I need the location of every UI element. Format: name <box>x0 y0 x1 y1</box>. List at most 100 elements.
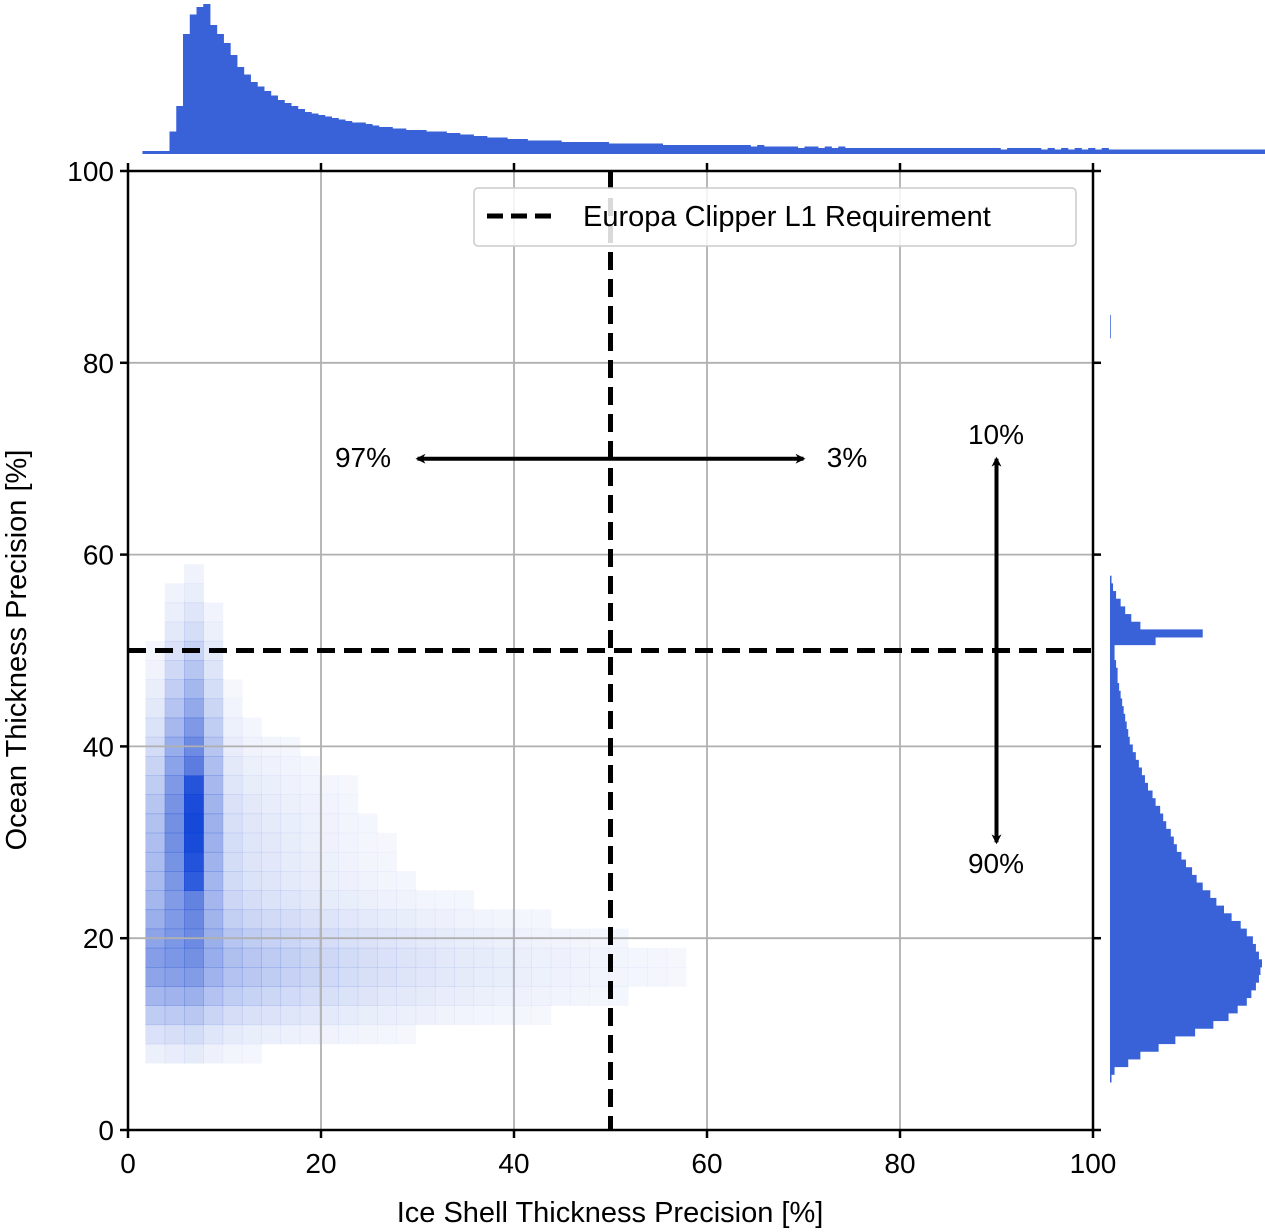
heatmap-cell <box>627 967 648 987</box>
top-hist-bar <box>716 145 724 154</box>
heatmap-cell <box>647 967 668 987</box>
heatmap-cell <box>319 813 339 834</box>
top-hist-bar <box>345 121 353 154</box>
right-hist-bar <box>1110 322 1111 331</box>
heatmap-cell <box>261 947 282 968</box>
right-hist-bar <box>1110 905 1224 914</box>
right-hist-bar <box>1110 775 1145 784</box>
top-hist-bar <box>1142 149 1150 154</box>
heatmap-cell <box>184 986 204 1006</box>
heatmap-cell <box>222 775 243 795</box>
top-hist-bar <box>155 151 164 154</box>
heatmap-cell <box>338 986 359 1006</box>
heatmap-cell <box>299 1005 320 1026</box>
top-hist-bar <box>838 146 846 154</box>
heatmap-cell <box>203 909 224 930</box>
top-hist-bar <box>581 142 589 154</box>
heatmap-cell <box>184 947 204 968</box>
top-hist-bar <box>520 139 528 154</box>
right-hist-bar <box>1110 798 1156 807</box>
heatmap-cell <box>145 1024 166 1045</box>
top-hist-bar <box>419 130 427 154</box>
right-hist-bar <box>1110 859 1186 868</box>
heatmap-cell <box>203 756 224 776</box>
y-tick-label: 80 <box>83 348 114 379</box>
top-hist-bar <box>669 145 677 154</box>
top-hist-bar <box>304 112 312 154</box>
heatmap-cell <box>570 947 590 968</box>
right-hist-bar <box>1110 629 1203 638</box>
top-hist-bar <box>210 25 218 154</box>
legend-label: Europa Clipper L1 Requirement <box>583 201 991 233</box>
top-hist-bar <box>628 143 636 154</box>
heatmap-cell <box>299 775 320 795</box>
heatmap-cell <box>145 813 166 834</box>
right-hist-bar <box>1110 706 1124 715</box>
top-hist-bar <box>1047 148 1055 154</box>
heatmap-cell <box>338 967 359 987</box>
heatmap-cell <box>319 851 339 872</box>
top-hist-bar <box>1061 148 1069 154</box>
top-hist-bar <box>1101 148 1109 154</box>
heatmap-cell <box>164 660 185 680</box>
heatmap-cell <box>396 871 417 891</box>
right-hist-bar <box>1110 667 1118 676</box>
heatmap-cell <box>377 851 397 872</box>
top-hist-bar <box>730 145 738 154</box>
heatmap-cell <box>241 1005 262 1026</box>
heatmap-cell <box>203 698 224 719</box>
top-hist-bar <box>1230 149 1238 154</box>
top-hist-bar <box>1223 149 1231 154</box>
top-hist-bar <box>1162 149 1170 154</box>
heatmap-cell <box>338 871 359 891</box>
heatmap-cell <box>184 679 204 700</box>
top-hist-bar <box>1000 149 1008 154</box>
heatmap-cell <box>377 909 397 930</box>
top-hist-bar <box>1209 149 1217 154</box>
heatmap-cell <box>222 756 243 776</box>
top-hist-bar <box>183 34 191 154</box>
heatmap-cell <box>164 756 185 776</box>
heatmap-cell <box>203 679 224 700</box>
right-hist-bar <box>1110 943 1256 953</box>
heatmap-cell <box>280 986 301 1006</box>
heatmap-cell <box>184 967 204 987</box>
top-histogram <box>142 4 1265 154</box>
heatmap-cell <box>627 947 648 968</box>
heatmap-cell <box>241 1043 262 1064</box>
top-hist-bar <box>426 131 434 154</box>
right-hist-bar <box>1110 782 1148 791</box>
top-hist-bar <box>169 131 177 154</box>
heatmap-cell <box>434 967 455 987</box>
heatmap-cell <box>145 717 166 738</box>
top-hist-bar <box>1034 148 1042 154</box>
heatmap-cell <box>454 947 475 968</box>
heatmap-cell <box>338 1005 359 1026</box>
top-hist-bar <box>750 146 758 154</box>
top-hist-bar <box>1074 148 1082 154</box>
y-axis-label: Ocean Thickness Precision [%] <box>1 450 33 851</box>
heatmap-cell <box>241 756 262 776</box>
top-hist-bar <box>1135 149 1143 154</box>
heatmap-cell <box>164 967 185 987</box>
heatmap-cell <box>145 679 166 700</box>
axis-ticks: 0 20 40 60 80 100 0 20 40 60 80 100 <box>67 156 1116 1179</box>
top-hist-bar <box>439 131 447 154</box>
x-tick-label: 20 <box>305 1148 336 1179</box>
top-hist-bar <box>385 127 393 154</box>
heatmap-cell <box>280 1024 301 1045</box>
top-hist-bar <box>615 143 623 154</box>
heatmap-cell <box>203 717 224 738</box>
heatmap-cell <box>184 621 204 642</box>
heatmap-cell <box>338 775 359 795</box>
top-hist-bar <box>790 146 799 154</box>
annotation-97: 97% <box>335 442 391 473</box>
top-hist-bar <box>919 148 927 154</box>
heatmap-cell <box>589 967 610 987</box>
top-hist-bar <box>723 145 731 154</box>
heatmap-cell <box>319 871 339 891</box>
top-hist-bar <box>865 148 873 154</box>
heatmap-cell <box>338 890 359 911</box>
right-hist-bar <box>1110 982 1256 991</box>
top-hist-bar <box>932 148 940 154</box>
